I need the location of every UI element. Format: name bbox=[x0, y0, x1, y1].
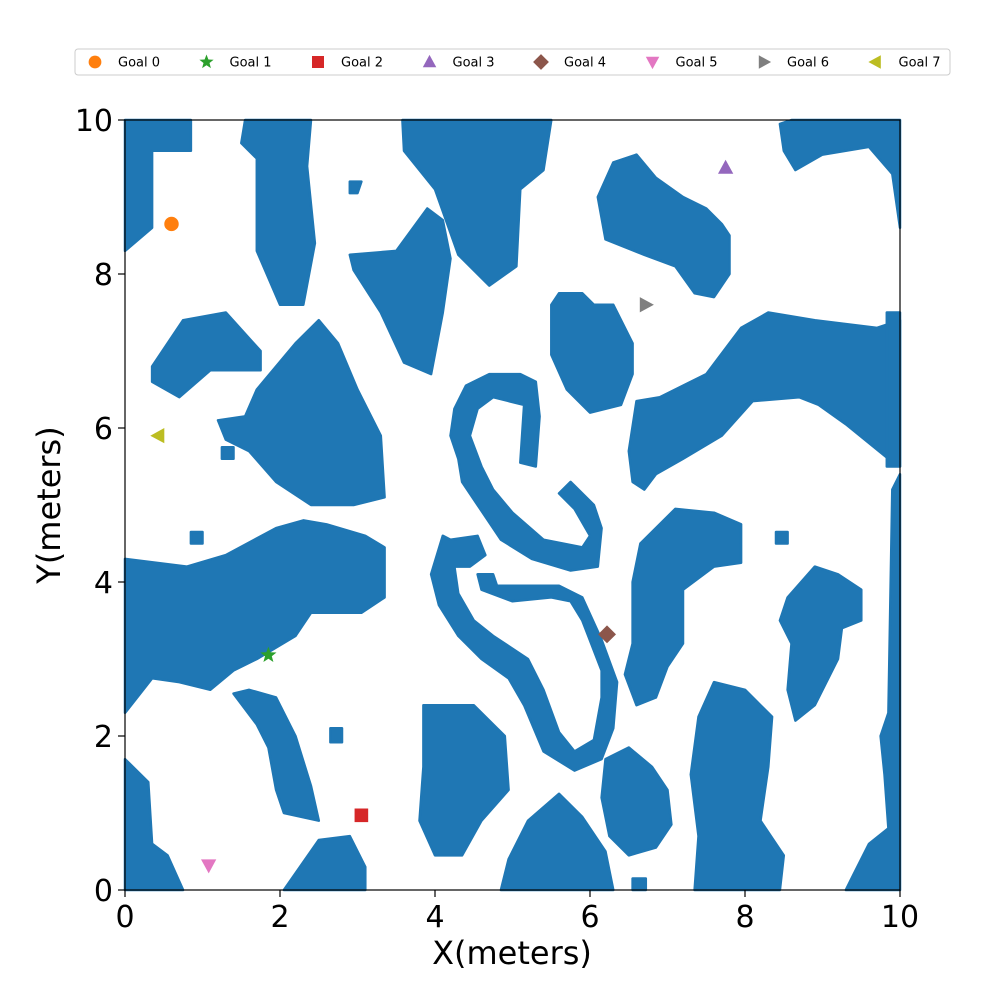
legend-marker-0 bbox=[88, 55, 102, 69]
obstacle-region bbox=[429, 534, 619, 772]
legend-label-1: Goal 1 bbox=[230, 56, 272, 71]
obstacle-region bbox=[220, 446, 235, 461]
x-tick-label: 2 bbox=[270, 900, 289, 935]
obstacle-region bbox=[348, 207, 452, 376]
legend-label-0: Goal 0 bbox=[118, 56, 160, 71]
legend-marker-7 bbox=[868, 55, 881, 69]
obstacle-region bbox=[401, 118, 553, 287]
y-tick-label: 2 bbox=[94, 720, 113, 755]
obstacle-region bbox=[631, 877, 648, 892]
y-tick-label: 0 bbox=[94, 874, 113, 909]
legend-label-7: Goal 7 bbox=[899, 56, 941, 71]
obstacle-region bbox=[329, 727, 344, 744]
goal-marker-4 bbox=[598, 625, 616, 644]
obstacle-region bbox=[778, 565, 863, 722]
obstacle-region bbox=[216, 318, 386, 507]
plot-frame bbox=[124, 119, 901, 891]
legend-marker-1 bbox=[199, 54, 214, 69]
obstacle-region bbox=[449, 372, 603, 572]
goal-marker-0 bbox=[164, 216, 179, 232]
obstacle-region bbox=[600, 746, 673, 857]
legend-marker-4 bbox=[533, 54, 549, 70]
x-tick-label: 10 bbox=[881, 900, 919, 935]
x-axis-label: X(meters) bbox=[432, 934, 592, 972]
x-tick-label: 8 bbox=[735, 900, 754, 935]
obstacle-region bbox=[123, 519, 386, 715]
goal-marker-2 bbox=[354, 808, 369, 823]
plot-area bbox=[123, 118, 902, 892]
obstacle-region bbox=[418, 703, 510, 857]
legend-label-3: Goal 3 bbox=[453, 56, 495, 71]
legend-marker-2 bbox=[312, 56, 324, 68]
obstacle-region bbox=[623, 507, 743, 707]
obstacle-region bbox=[885, 311, 902, 468]
y-tick-label: 6 bbox=[94, 412, 113, 447]
x-axis: 0 2 4 6 8 10 bbox=[115, 890, 919, 935]
obstacle-region bbox=[232, 688, 321, 822]
obstacle-region bbox=[240, 118, 317, 307]
legend: Goal 0 Goal 1 Goal 2 Goal 3 Goal 4 Goal 5 Goal… bbox=[74, 48, 951, 76]
obstacle-region bbox=[774, 530, 789, 545]
legend-frame bbox=[74, 48, 951, 76]
obstacle-region bbox=[499, 792, 615, 892]
obstacle-region bbox=[348, 180, 363, 195]
obstacle-region bbox=[596, 153, 731, 299]
goal-marker-6 bbox=[639, 297, 654, 313]
y-axis: 0 2 4 6 8 10 bbox=[75, 104, 125, 909]
y-axis-label: Y(meters) bbox=[30, 426, 68, 584]
y-tick-label: 10 bbox=[75, 104, 113, 139]
obstacle-region bbox=[627, 311, 902, 491]
goal-marker-1 bbox=[260, 646, 277, 662]
goal-marker-layer bbox=[150, 159, 734, 874]
legend-marker-6 bbox=[758, 55, 772, 69]
legend-label-6: Goal 6 bbox=[787, 56, 829, 71]
obstacle-region bbox=[189, 530, 204, 545]
obstacle-layer bbox=[123, 118, 902, 892]
legend-label-2: Goal 2 bbox=[341, 56, 383, 71]
legend-label-5: Goal 5 bbox=[676, 56, 718, 71]
obstacle-region bbox=[550, 292, 634, 414]
obstacle-region bbox=[689, 680, 786, 892]
legend-marker-5 bbox=[645, 56, 660, 70]
legend-label-4: Goal 4 bbox=[564, 56, 606, 71]
y-tick-label: 4 bbox=[94, 566, 113, 601]
goal-marker-3 bbox=[718, 159, 734, 174]
x-tick-label: 4 bbox=[425, 900, 444, 935]
legend-marker-3 bbox=[422, 54, 437, 68]
obstacle-region bbox=[150, 311, 262, 399]
x-tick-label: 6 bbox=[580, 900, 599, 935]
y-tick-label: 8 bbox=[94, 258, 113, 293]
x-tick-label: 0 bbox=[115, 900, 134, 935]
goal-marker-5 bbox=[201, 859, 217, 874]
goal-marker-7 bbox=[150, 428, 165, 444]
